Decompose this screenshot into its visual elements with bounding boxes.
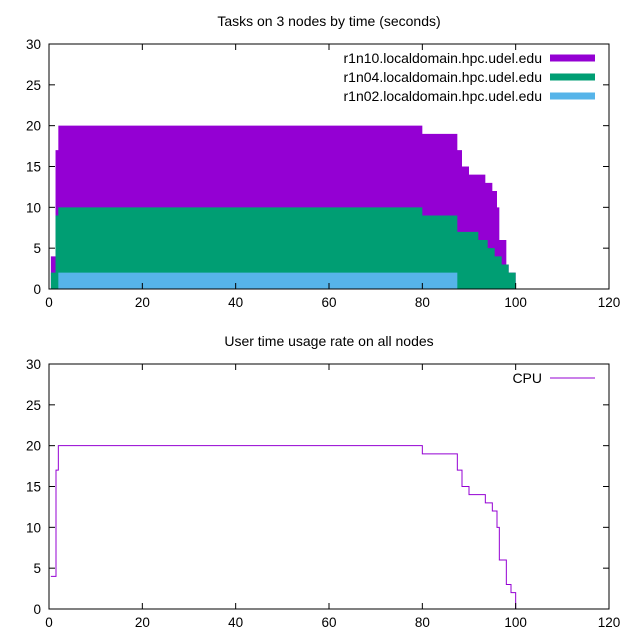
y-tick-label: 25 bbox=[26, 398, 41, 413]
y-tick-label: 0 bbox=[33, 602, 41, 617]
cpu-chart-canvas: 0 20 40 60 80 100 120 0 5 10 15 20 25 30 CPU bbox=[26, 357, 621, 630]
y-tick-label: 10 bbox=[26, 200, 41, 215]
legend-swatch bbox=[550, 54, 595, 62]
x-tick-label: 80 bbox=[415, 615, 430, 630]
legend-label: CPU bbox=[512, 370, 542, 386]
tasks-chart-canvas: 0 20 40 60 80 100 120 0 5 10 15 20 25 30 r1n10.localdo… bbox=[26, 37, 621, 310]
y-tick-label: 0 bbox=[33, 282, 41, 297]
y-tick-label: 5 bbox=[33, 561, 41, 576]
series-line-0 bbox=[50, 445, 517, 609]
x-tick-label: 60 bbox=[321, 295, 336, 310]
tasks-chart-title: Tasks on 3 nodes by time (seconds) bbox=[217, 13, 441, 29]
x-tick-label: 100 bbox=[504, 295, 527, 310]
series-area-1 bbox=[50, 207, 516, 289]
x-tick-label: 40 bbox=[228, 295, 243, 310]
plot-frame bbox=[48, 363, 610, 610]
y-tick-label: 25 bbox=[26, 78, 41, 93]
x-tick-label: 0 bbox=[45, 295, 53, 310]
x-tick-label: 40 bbox=[228, 615, 243, 630]
y-tick-label: 15 bbox=[26, 480, 41, 495]
cpu-chart-title: User time usage rate on all nodes bbox=[224, 333, 434, 349]
y-tick-label: 30 bbox=[26, 37, 41, 52]
y-tick-label: 10 bbox=[26, 520, 41, 535]
x-tick-label: 0 bbox=[45, 615, 53, 630]
y-tick-label: 20 bbox=[26, 439, 41, 454]
x-tick-label: 100 bbox=[504, 615, 527, 630]
x-tick-label: 120 bbox=[598, 295, 621, 310]
legend-swatch bbox=[550, 92, 595, 100]
series-area-2 bbox=[58, 272, 458, 289]
x-tick-label: 20 bbox=[135, 295, 150, 310]
cpu-chart-block: User time usage rate on all nodes 0 20 40 6… bbox=[0, 320, 640, 640]
x-tick-label: 20 bbox=[135, 615, 150, 630]
legend-label: r1n02.localdomain.hpc.udel.edu bbox=[344, 88, 542, 104]
x-tick-label: 60 bbox=[321, 615, 336, 630]
legend-label: r1n04.localdomain.hpc.udel.edu bbox=[344, 69, 542, 85]
x-tick-label: 120 bbox=[598, 615, 621, 630]
y-tick-label: 5 bbox=[33, 241, 41, 256]
legend-swatch bbox=[550, 73, 595, 81]
y-tick-label: 20 bbox=[26, 119, 41, 134]
tasks-chart-block: Tasks on 3 nodes by time (seconds) 0 20 40… bbox=[26, 13, 621, 310]
y-tick-label: 15 bbox=[26, 160, 41, 175]
legend-label: r1n10.localdomain.hpc.udel.edu bbox=[344, 50, 542, 66]
x-tick-label: 80 bbox=[415, 295, 430, 310]
y-tick-label: 30 bbox=[26, 357, 41, 372]
